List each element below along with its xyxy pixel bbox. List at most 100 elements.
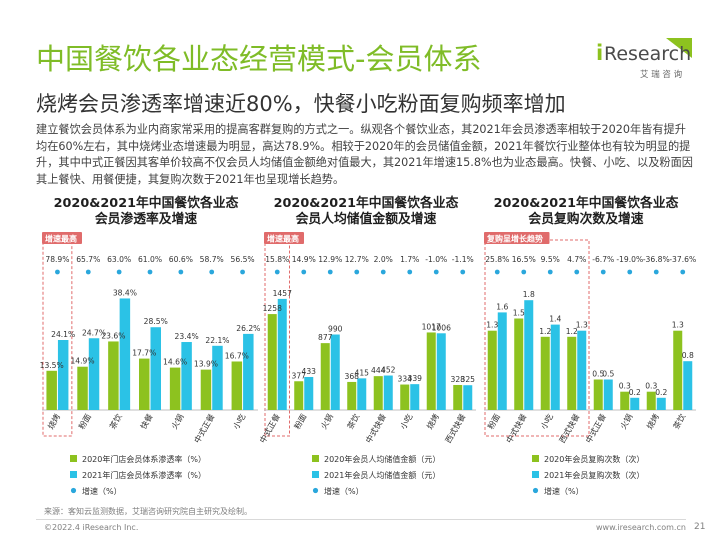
- legend-dot: [70, 487, 77, 494]
- category-label: 茶饮: [671, 412, 688, 431]
- bar-2021-label: 26.2%: [236, 324, 260, 333]
- page-subtitle: 烧烤会员渗透率增速近80%，快餐小吃粉面复购频率增加: [36, 92, 566, 116]
- bar-2021-label: 0.2: [655, 388, 667, 397]
- bar-2020: [267, 314, 277, 410]
- bar-2021: [212, 345, 223, 410]
- bar-2021-label: 1.3: [576, 321, 588, 330]
- highlight-label-bg: [264, 232, 304, 244]
- bar-2020: [400, 384, 410, 410]
- bar-2021-label: 0.2: [629, 388, 641, 397]
- bar-2020: [46, 370, 57, 410]
- growth-dot: [433, 269, 439, 275]
- growth-dot: [55, 269, 60, 275]
- bar-2021: [524, 300, 534, 410]
- category-label: 中式正餐: [192, 412, 217, 445]
- bar-2021-label: 990: [328, 325, 343, 334]
- bar-2021-label: 1457: [273, 289, 292, 298]
- bar-2021: [577, 330, 587, 410]
- growth-label: 25.8%: [485, 255, 509, 264]
- bar-2020-label: 17.7%: [132, 349, 156, 358]
- bar-2020-label: 1.3: [486, 321, 498, 330]
- bar-2020-label: 23.6%: [101, 331, 125, 340]
- growth-dot: [653, 269, 659, 275]
- bar-2021: [357, 378, 367, 410]
- category-label: 小吃: [231, 412, 248, 431]
- growth-dot: [547, 269, 553, 275]
- growth-label: 63.0%: [107, 255, 131, 264]
- bar-2020-label: 1017: [422, 322, 441, 331]
- bar-2021: [410, 384, 420, 410]
- legend-label: 2020年会员复购次数（次）: [544, 454, 644, 464]
- bar-2021: [550, 324, 560, 410]
- category-label: 中式正餐: [258, 412, 282, 445]
- bar-2021-label: 339: [408, 374, 423, 383]
- copyright-text: ©2022.4 iResearch Inc.: [44, 523, 139, 532]
- category-label: 快餐: [138, 412, 155, 431]
- bar-2021-label: 1.6: [496, 302, 508, 311]
- bar-2021-label: 1006: [432, 323, 451, 332]
- iresearch-logo: i Research 艾 瑞 咨 询: [596, 38, 692, 80]
- bar-2021: [497, 312, 507, 410]
- growth-label: 60.6%: [169, 255, 193, 264]
- growth-label: -19.0%: [616, 255, 643, 264]
- growth-dot: [301, 269, 307, 275]
- category-label: 粉面: [76, 412, 93, 431]
- logo-brand-i: i: [596, 41, 603, 65]
- bar-2020-label: 1.2: [566, 327, 578, 336]
- logo-corner-shape: [666, 38, 692, 58]
- growth-dot: [460, 269, 466, 275]
- chart1-title-line2: 会员渗透率及增速: [94, 212, 198, 227]
- category-label: 烧烤: [46, 412, 63, 431]
- legend-swatch: [70, 471, 77, 478]
- bar-2020-label: 334: [397, 375, 412, 384]
- bar-2021-label: 325: [461, 375, 476, 384]
- legend-label: 2021年会员人均储值金额（元）: [324, 470, 440, 480]
- bar-2021: [683, 361, 693, 410]
- growth-label: 4.7%: [567, 255, 586, 264]
- bar-2020-label: 14.9%: [70, 357, 94, 366]
- category-label: 中式快餐: [504, 412, 529, 445]
- growth-dot: [407, 269, 413, 275]
- bar-2021-label: 0.8: [682, 351, 694, 360]
- bar-2020: [426, 332, 436, 410]
- bar-2020: [620, 391, 630, 410]
- bar-2020: [646, 391, 656, 410]
- highlight-label-bg: [484, 232, 550, 244]
- bar-2021: [304, 376, 314, 410]
- bar-2020: [567, 336, 577, 410]
- bar-2020-label: 13.5%: [40, 361, 64, 370]
- bar-2021: [88, 338, 100, 410]
- growth-dot: [574, 269, 580, 275]
- bar-2021-label: 38.4%: [113, 288, 137, 297]
- bar-2020-label: 328: [450, 375, 465, 384]
- bar-2021-label: 433: [302, 367, 317, 376]
- bar-2020: [139, 358, 150, 410]
- website-link[interactable]: www.iresearch.com.cn: [596, 523, 686, 532]
- chart2-title: 2020&2021年中国餐饮各业态 会员人均储值金额及增速: [260, 196, 472, 228]
- bar-2021-label: 23.4%: [175, 332, 199, 341]
- growth-dot: [85, 269, 91, 275]
- bar-2020-label: 14.6%: [163, 358, 187, 367]
- highlight-box: [42, 239, 73, 437]
- bar-2020-label: 1258: [263, 304, 282, 313]
- bar-2020-label: 444: [371, 366, 386, 375]
- bar-2020-label: 13.9%: [194, 360, 218, 369]
- bar-2021-label: 28.5%: [144, 317, 168, 326]
- category-label: 西式快餐: [557, 412, 582, 445]
- bar-2021: [57, 339, 69, 410]
- category-label: 茶饮: [107, 412, 124, 431]
- legend-label: 2021年门店会员体系渗透率（%）: [82, 470, 206, 480]
- category-label: 粉面: [485, 412, 502, 431]
- growth-label: 58.7%: [200, 255, 224, 264]
- growth-label: 9.5%: [541, 255, 560, 264]
- bar-2020-label: 1.2: [539, 327, 551, 336]
- category-label: 中式正餐: [583, 412, 608, 445]
- page-number: 21: [694, 522, 706, 532]
- bar-2020: [169, 367, 181, 410]
- category-label: 粉面: [292, 412, 309, 431]
- growth-dot: [327, 269, 333, 275]
- logo-tagline: 艾 瑞 咨 询: [640, 69, 682, 80]
- bar-2021: [243, 333, 254, 410]
- category-label: 西式快餐: [443, 412, 468, 445]
